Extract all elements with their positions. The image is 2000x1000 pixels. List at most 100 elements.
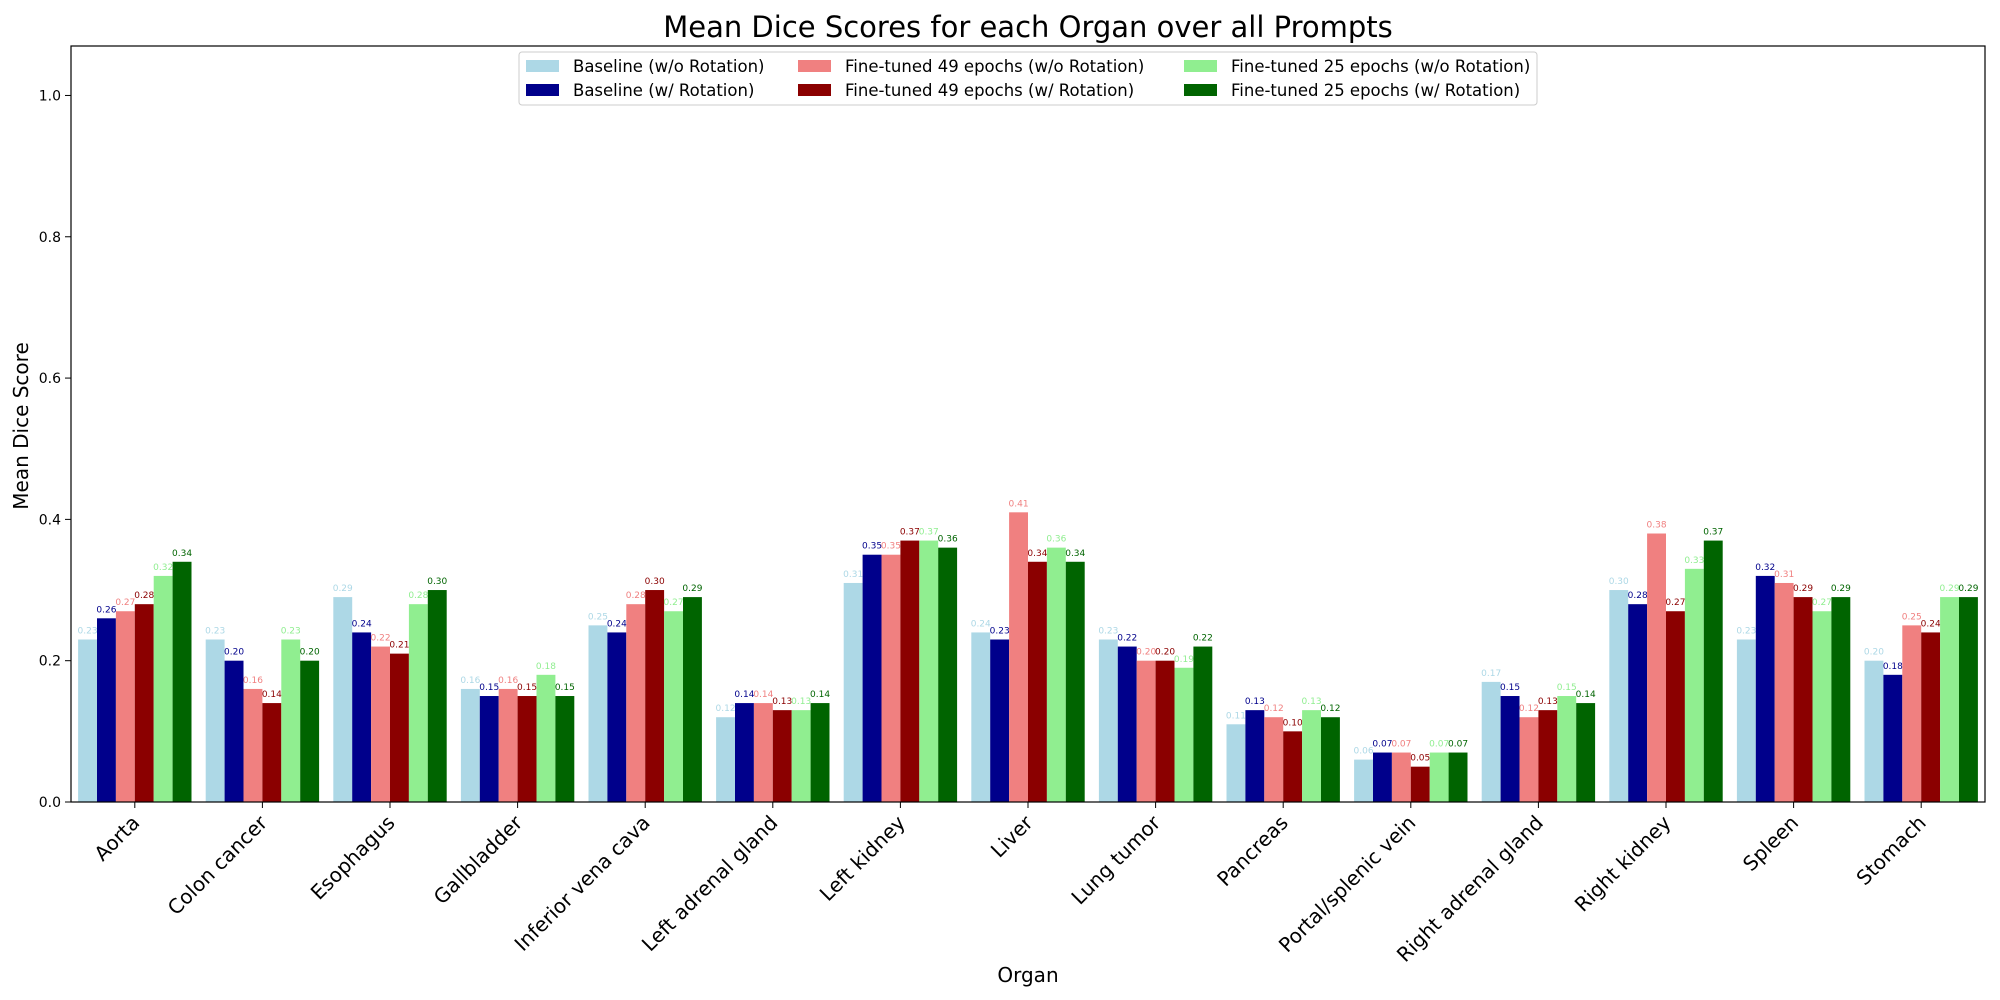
bar bbox=[333, 597, 353, 802]
bar-value-label: 0.35 bbox=[862, 542, 882, 552]
bar-value-label: 0.20 bbox=[300, 648, 320, 658]
bar bbox=[300, 660, 320, 802]
bar bbox=[224, 660, 244, 802]
bar bbox=[352, 632, 372, 802]
legend: Baseline (w/o Rotation) Baseline (w/ Rota… bbox=[518, 51, 1538, 106]
bar bbox=[1793, 597, 1813, 802]
y-tick-label: 0.4 bbox=[39, 512, 61, 528]
bar-value-label: 0.27 bbox=[664, 598, 684, 608]
y-tick-label: 0.6 bbox=[39, 371, 61, 387]
bar-value-label: 0.15 bbox=[1557, 683, 1577, 693]
bar bbox=[1391, 752, 1411, 802]
bar bbox=[1117, 646, 1137, 802]
legend-swatch bbox=[798, 84, 831, 96]
bar bbox=[1812, 611, 1832, 802]
bar-value-label: 0.34 bbox=[1065, 549, 1085, 559]
bar-value-label: 0.20 bbox=[1864, 648, 1884, 658]
bar-value-label: 0.27 bbox=[115, 598, 135, 608]
bar-value-label: 0.12 bbox=[716, 704, 736, 714]
bar bbox=[791, 710, 811, 802]
y-tick-label: 0.0 bbox=[39, 795, 61, 811]
bar bbox=[1373, 752, 1392, 802]
bar-value-label: 0.24 bbox=[971, 619, 991, 629]
bar-value-label: 0.12 bbox=[1264, 704, 1284, 714]
bar-value-label: 0.30 bbox=[427, 577, 447, 587]
legend-entry-label: Baseline (w/o Rotation) bbox=[573, 57, 764, 76]
x-tick-label: Liver bbox=[986, 810, 1038, 862]
bar bbox=[555, 696, 575, 802]
x-tick-label: Right kidney bbox=[1570, 810, 1676, 916]
bar-value-label: 0.35 bbox=[881, 542, 901, 552]
x-tick-label: Left kidney bbox=[815, 810, 910, 905]
bar-value-label: 0.26 bbox=[96, 605, 116, 615]
bar bbox=[1755, 575, 1775, 802]
bar-value-label: 0.05 bbox=[1410, 754, 1430, 764]
bar bbox=[1959, 597, 1978, 802]
bar bbox=[479, 696, 499, 802]
bar-value-label: 0.15 bbox=[479, 683, 499, 693]
bar bbox=[1864, 660, 1884, 802]
bar bbox=[1354, 759, 1373, 802]
bar-value-label: 0.28 bbox=[134, 591, 154, 601]
bar-value-label: 0.29 bbox=[1958, 584, 1978, 594]
bars-layer: 0.230.260.270.280.320.340.230.200.160.14… bbox=[78, 499, 1979, 802]
legend-swatch bbox=[526, 84, 559, 96]
legend-swatch bbox=[526, 60, 559, 72]
x-tick-label: Pancreas bbox=[1212, 811, 1293, 892]
x-tick-label: Spleen bbox=[1738, 811, 1803, 876]
bar-value-label: 0.30 bbox=[1609, 577, 1629, 587]
bar-value-label: 0.28 bbox=[408, 591, 428, 601]
bar-value-label: 0.36 bbox=[938, 535, 958, 545]
bar bbox=[115, 611, 135, 802]
bar-value-label: 0.37 bbox=[1703, 528, 1723, 538]
bar bbox=[371, 646, 390, 802]
bar-value-label: 0.31 bbox=[843, 570, 863, 580]
bar-value-label: 0.29 bbox=[1831, 584, 1851, 594]
bar-value-label: 0.34 bbox=[172, 549, 192, 559]
legend-entry-label: Fine-tuned 49 epochs (w/ Rotation) bbox=[845, 81, 1134, 100]
bar bbox=[1628, 604, 1648, 802]
bar bbox=[588, 625, 608, 802]
bar-value-label: 0.33 bbox=[1684, 556, 1704, 566]
bar-value-label: 0.24 bbox=[607, 619, 627, 629]
bar-value-label: 0.07 bbox=[1429, 740, 1449, 750]
x-tick-label: Colon cancer bbox=[163, 810, 273, 920]
bar bbox=[498, 688, 518, 802]
legend-swatch bbox=[1184, 60, 1217, 72]
legend-swatch bbox=[798, 60, 831, 72]
y-tick-label: 0.2 bbox=[39, 654, 61, 670]
bar bbox=[1448, 752, 1468, 802]
bar-value-label: 0.37 bbox=[919, 528, 939, 538]
y-tick-label: 0.8 bbox=[39, 230, 61, 246]
bar-value-label: 0.30 bbox=[645, 577, 665, 587]
bar-value-label: 0.38 bbox=[1647, 521, 1667, 531]
bar bbox=[772, 710, 792, 802]
bar bbox=[1481, 681, 1501, 802]
bar-value-label: 0.29 bbox=[333, 584, 353, 594]
bar bbox=[390, 653, 409, 802]
bar bbox=[1703, 540, 1723, 802]
bar-value-label: 0.13 bbox=[1538, 697, 1558, 707]
x-tick-label: Aorta bbox=[89, 811, 144, 866]
bar bbox=[172, 561, 192, 802]
bar-value-label: 0.25 bbox=[588, 612, 608, 622]
bar-value-label: 0.41 bbox=[1009, 499, 1029, 509]
bar bbox=[810, 703, 830, 802]
legend-entry-label: Fine-tuned 25 epochs (w/ Rotation) bbox=[1231, 81, 1520, 100]
bar bbox=[843, 582, 863, 802]
bar-value-label: 0.13 bbox=[1302, 697, 1322, 707]
bar-value-label: 0.11 bbox=[1226, 711, 1246, 721]
bar-value-label: 0.22 bbox=[1193, 634, 1213, 644]
x-tick-label: Esophagus bbox=[306, 811, 400, 905]
legend-entry-label: Fine-tuned 25 epochs (w/o Rotation) bbox=[1231, 57, 1530, 76]
bar-value-label: 0.29 bbox=[1940, 584, 1960, 594]
bar bbox=[645, 590, 665, 802]
bar bbox=[1174, 667, 1194, 802]
bar bbox=[243, 688, 263, 802]
bar-value-label: 0.22 bbox=[371, 634, 391, 644]
bar-value-label: 0.29 bbox=[682, 584, 702, 594]
bar-value-label: 0.10 bbox=[1283, 718, 1303, 728]
bar bbox=[1940, 597, 1959, 802]
bar bbox=[205, 639, 225, 802]
